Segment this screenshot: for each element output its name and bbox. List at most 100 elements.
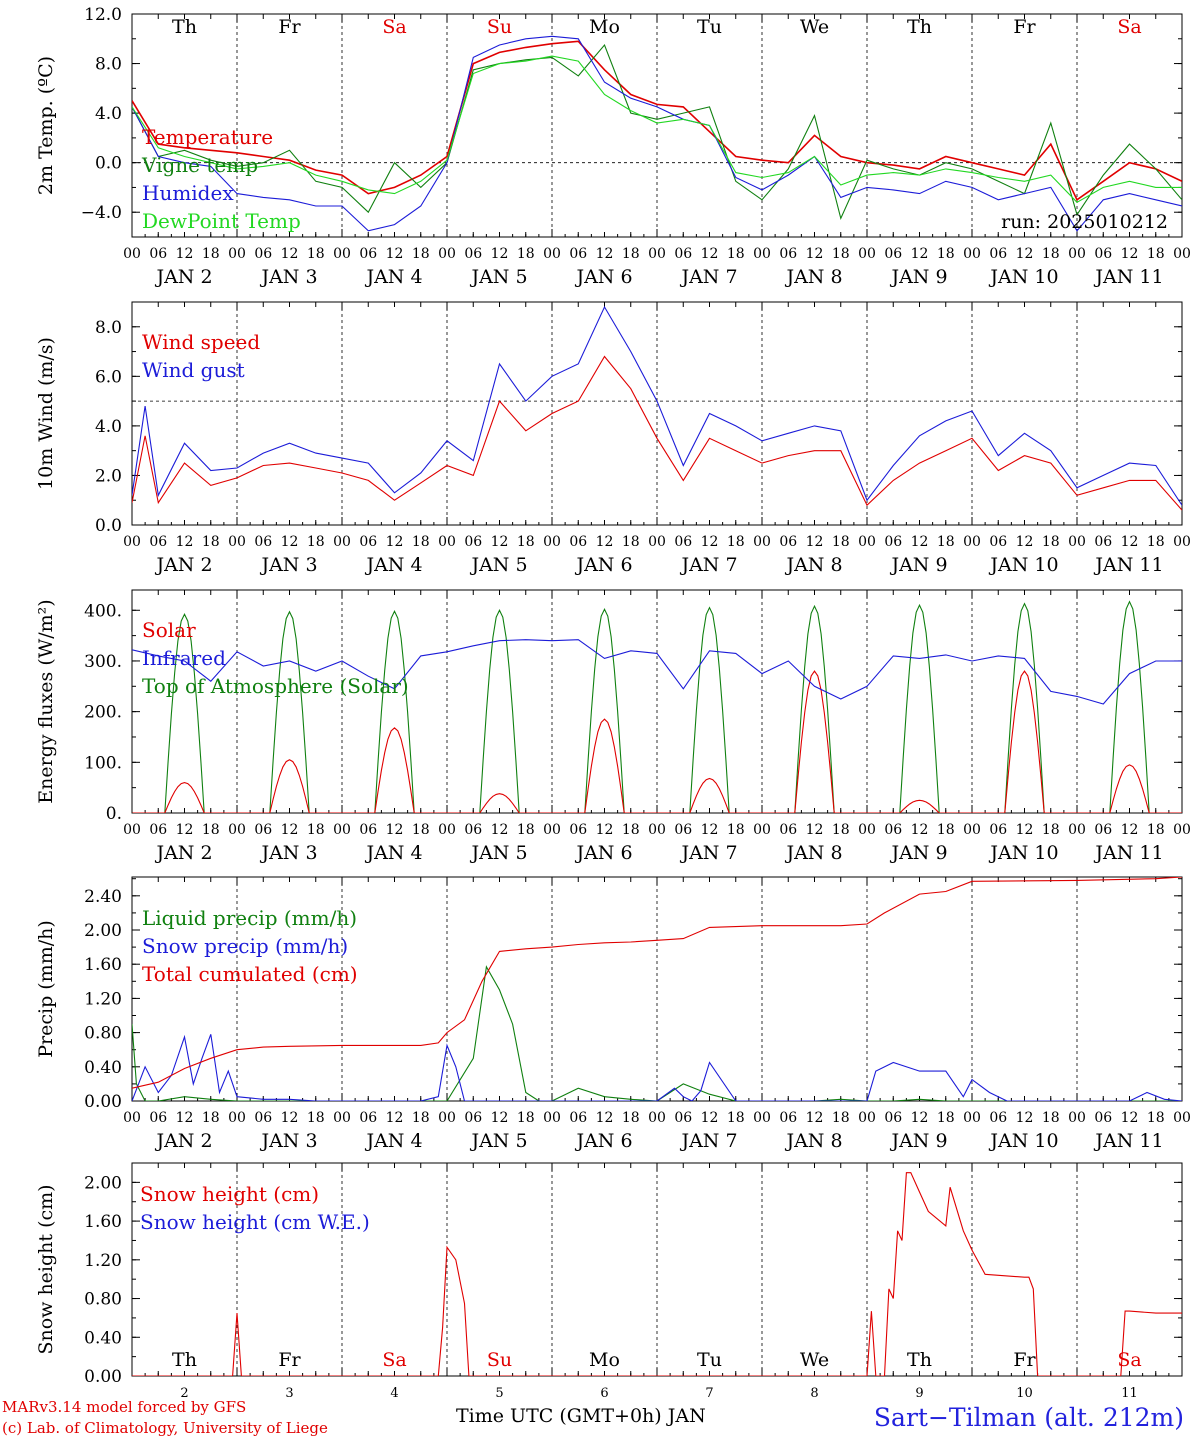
y-tick-label: 2.40 bbox=[84, 887, 122, 907]
date-label: JAN 10 bbox=[988, 1130, 1058, 1152]
series-toa-solar bbox=[132, 600, 1182, 813]
hour-label: 12 bbox=[701, 1110, 719, 1126]
hour-label: 00 bbox=[438, 822, 456, 838]
hour-label: 06 bbox=[464, 534, 482, 550]
hour-label: 06 bbox=[149, 1110, 167, 1126]
hour-label: 00 bbox=[438, 534, 456, 550]
hour-label: 18 bbox=[517, 1110, 535, 1126]
hour-label: 06 bbox=[254, 822, 272, 838]
date-label: JAN 8 bbox=[784, 266, 842, 288]
date-label: JAN 9 bbox=[889, 842, 947, 864]
hour-label: 00 bbox=[123, 534, 141, 550]
hour-label: 18 bbox=[412, 246, 430, 262]
legend-entry: DewPoint Temp bbox=[142, 209, 301, 233]
y-tick-label: 1.60 bbox=[84, 955, 122, 975]
hour-label: 12 bbox=[386, 1110, 404, 1126]
hour-label: 12 bbox=[386, 534, 404, 550]
hour-label: 00 bbox=[648, 822, 666, 838]
day-name: Mo bbox=[589, 1349, 620, 1371]
hour-label: 00 bbox=[963, 1110, 981, 1126]
hour-label: 18 bbox=[832, 822, 850, 838]
y-tick-label: 1.20 bbox=[84, 1251, 122, 1271]
date-label: JAN 4 bbox=[364, 1130, 422, 1152]
date-label: JAN 7 bbox=[679, 1130, 737, 1152]
legend-entry: Snow height (cm) bbox=[140, 1182, 319, 1206]
day-name: We bbox=[800, 16, 829, 38]
y-tick-label: 0.80 bbox=[84, 1290, 122, 1310]
hour-label: 06 bbox=[569, 1110, 587, 1126]
series-temperature bbox=[132, 40, 1182, 202]
date-label: JAN 7 bbox=[679, 554, 737, 576]
hour-label: 06 bbox=[569, 822, 587, 838]
hour-label: 12 bbox=[911, 1110, 929, 1126]
y-tick-label: 6.0 bbox=[95, 367, 122, 387]
hour-label: 12 bbox=[596, 822, 614, 838]
hour-label: 12 bbox=[806, 246, 824, 262]
run-label: run: 2025010212 bbox=[1001, 211, 1168, 233]
series-wind-gust bbox=[132, 305, 1182, 506]
hour-label: 06 bbox=[1094, 1110, 1112, 1126]
hour-label: 00 bbox=[1068, 1110, 1086, 1126]
hour-label: 18 bbox=[937, 822, 955, 838]
legend-entry: Vigne temp bbox=[141, 153, 258, 177]
hour-label: 12 bbox=[806, 1110, 824, 1126]
y-tick-label: 2.0 bbox=[95, 466, 122, 486]
hour-label: 18 bbox=[727, 534, 745, 550]
hour-label: 06 bbox=[569, 534, 587, 550]
hour-label: 18 bbox=[832, 246, 850, 262]
y-tick-label: 0.80 bbox=[84, 1024, 122, 1044]
date-label: JAN 3 bbox=[259, 1130, 317, 1152]
hour-label: 06 bbox=[464, 822, 482, 838]
panel-3: 0. 100. 200. 300. 400. Energy fluxes (W/m²) 00… bbox=[35, 589, 1191, 864]
y-tick-label: 0.0 bbox=[95, 154, 122, 174]
day-name: We bbox=[800, 1349, 829, 1371]
hour-label: 12 bbox=[491, 1110, 509, 1126]
date-label: JAN 5 bbox=[469, 554, 527, 576]
hour-label: 18 bbox=[727, 246, 745, 262]
day-number: 2 bbox=[180, 1386, 188, 1401]
day-number: 4 bbox=[390, 1386, 398, 1401]
hour-label: 00 bbox=[543, 246, 561, 262]
lab-credit: (c) Lab. of Climatology, University of L… bbox=[2, 1419, 328, 1437]
hour-label: 00 bbox=[438, 246, 456, 262]
model-credit: MARv3.14 model forced by GFS bbox=[2, 1398, 247, 1416]
hour-label: 12 bbox=[596, 246, 614, 262]
hour-label: 12 bbox=[281, 822, 299, 838]
date-label: JAN 3 bbox=[259, 554, 317, 576]
y-tick-label: 100. bbox=[84, 753, 122, 773]
hour-label: 06 bbox=[884, 246, 902, 262]
date-label: JAN 10 bbox=[988, 554, 1058, 576]
y-tick-label: 2.00 bbox=[84, 921, 122, 941]
series-infrared bbox=[132, 639, 1182, 705]
y-tick-label: 1.60 bbox=[84, 1212, 122, 1232]
y-tick-label: 0.0 bbox=[95, 516, 122, 536]
hour-label: 12 bbox=[806, 822, 824, 838]
hour-label: 12 bbox=[1121, 534, 1139, 550]
y-tick-label: 8.0 bbox=[95, 318, 122, 338]
date-label: JAN 9 bbox=[889, 1130, 947, 1152]
hour-label: 00 bbox=[543, 822, 561, 838]
hour-label: 00 bbox=[333, 1110, 351, 1126]
hour-label: 00 bbox=[123, 246, 141, 262]
hour-label: 12 bbox=[806, 534, 824, 550]
hour-label: 00 bbox=[753, 822, 771, 838]
date-label: JAN 8 bbox=[784, 1130, 842, 1152]
hour-label: 06 bbox=[674, 822, 692, 838]
hour-label: 18 bbox=[412, 1110, 430, 1126]
hour-label: 06 bbox=[464, 246, 482, 262]
legend-entry: Infrared bbox=[142, 646, 226, 670]
hour-label: 00 bbox=[1173, 246, 1191, 262]
hour-label: 06 bbox=[989, 534, 1007, 550]
day-number: 9 bbox=[915, 1386, 923, 1401]
hour-label: 00 bbox=[963, 822, 981, 838]
day-name: Fr bbox=[278, 16, 301, 38]
date-label: JAN 8 bbox=[784, 842, 842, 864]
y-tick-label: 0. bbox=[106, 804, 122, 824]
hour-label: 06 bbox=[464, 1110, 482, 1126]
hour-label: 00 bbox=[228, 822, 246, 838]
day-name: Sa bbox=[1117, 1349, 1141, 1371]
hour-label: 18 bbox=[517, 246, 535, 262]
hour-label: 00 bbox=[963, 246, 981, 262]
panel-5: 0.00 0.40 0.80 1.20 1.60 2.00 Snow height (cm)… bbox=[35, 1162, 1183, 1401]
